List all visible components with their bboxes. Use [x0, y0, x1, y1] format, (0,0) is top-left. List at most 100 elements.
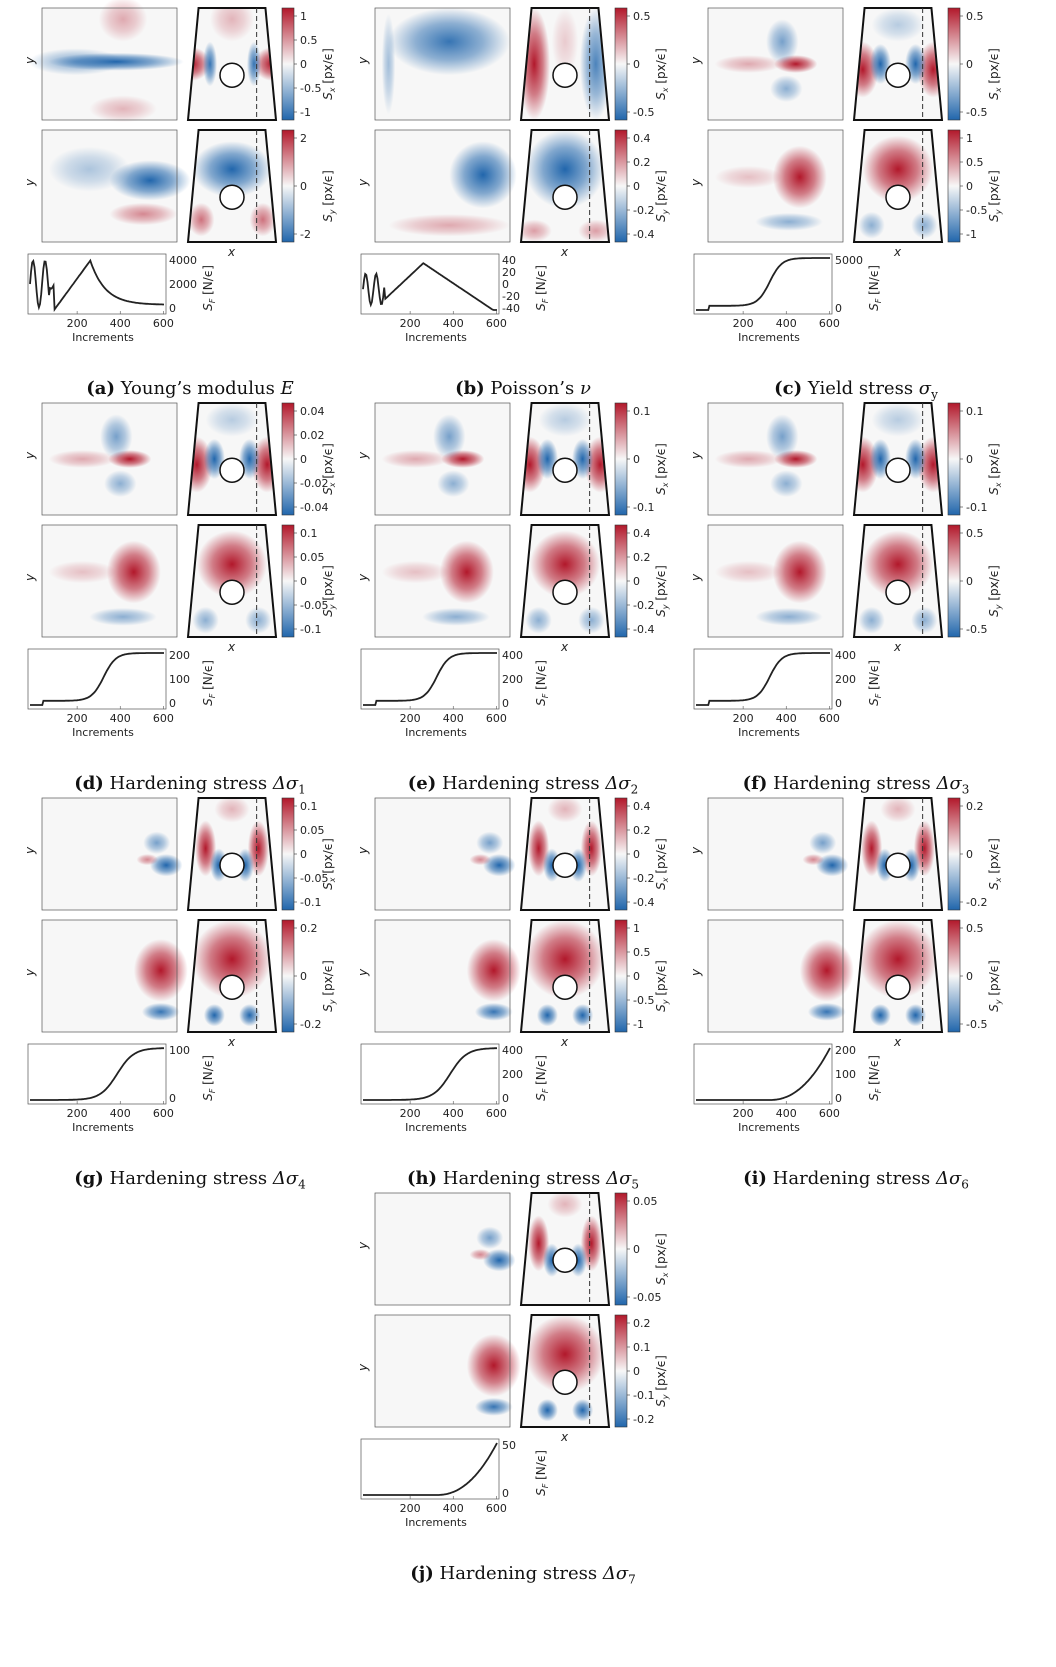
sy-specimen-hole	[219, 579, 245, 605]
panel-title: Poisson’s	[490, 378, 580, 399]
sx-colorbar	[281, 402, 295, 516]
sx-specimen-outline	[519, 402, 611, 516]
sx-colorbar-tick-label: -0.2	[633, 872, 654, 885]
sx-heatmap-field	[708, 798, 849, 910]
sy-heatmap-blob	[474, 1397, 513, 1416]
panel-label: (j)	[410, 1563, 434, 1584]
sx-colorbar	[614, 7, 628, 121]
sy-colorbar	[614, 129, 628, 243]
sy-colorbar-tick-label: 0	[633, 970, 640, 983]
sy-heatmap-frame	[707, 919, 844, 1033]
force-axis-label: SF [N/ϵ]	[201, 1055, 217, 1101]
increment-tick-label: 200	[400, 317, 421, 330]
sy-heatmap-blob	[381, 560, 450, 584]
sy-colorbar-label: Sy [px/ϵ]	[654, 1355, 670, 1407]
sx-heatmap-background	[708, 798, 843, 910]
sy-specimen-blob	[188, 202, 215, 237]
panel-label: (d)	[74, 773, 104, 794]
sy-specimen-field	[188, 525, 276, 637]
sy-heatmap-field	[708, 920, 854, 1032]
force-tick-label: 200	[502, 1068, 523, 1081]
sx-colorbar-label: Sx [px/ϵ]	[321, 443, 337, 495]
sx-colorbar	[947, 797, 961, 911]
sy-heatmap-blob	[772, 145, 827, 209]
increment-tick-label: 600	[486, 1107, 507, 1120]
sy-specimen-blob	[536, 1399, 558, 1422]
sx-specimen-hole	[219, 62, 245, 88]
sx-heatmap-blob	[476, 1226, 504, 1249]
increments-axis-label: Increments	[72, 726, 134, 739]
sy-specimen-outline	[519, 129, 611, 243]
x-axis-label: x	[560, 640, 569, 654]
sy-specimen-blob	[192, 606, 219, 634]
sx-colorbar-tick-label: 0	[966, 58, 973, 71]
sx-colorbar-tick-label: 0	[633, 58, 640, 71]
sx-specimen-field	[188, 8, 276, 120]
force-axis-label: SF [N/ϵ]	[534, 660, 550, 706]
sy-colorbar-tick-label: 0.5	[633, 946, 651, 959]
sy-colorbar-tick-label: -0.5	[966, 623, 987, 636]
panel-label: (f)	[742, 773, 768, 794]
sx-heatmap-field	[375, 8, 510, 120]
sy-heatmap-frame	[707, 524, 844, 638]
sx-specimen-blob	[880, 798, 916, 823]
increments-axis-label: Increments	[738, 726, 800, 739]
increment-tick-label: 400	[776, 712, 797, 725]
panel-title: Hardening stress	[773, 773, 937, 794]
sx-heatmap-frame	[374, 1192, 511, 1306]
sy-colorbar-tick-label: -1	[633, 1018, 644, 1031]
sy-specimen-blob	[911, 211, 938, 239]
sy-heatmap-blob	[755, 212, 823, 231]
sy-heatmap-frame	[41, 524, 178, 638]
panel-d: y 0.04 0.02 0 -0.02 -0.04 Sx [px/ϵ] y 0.1 0.05 0 -0…	[20, 395, 360, 805]
sy-specimen-blob	[869, 1004, 891, 1027]
sy-y-axis-label: y	[356, 573, 370, 582]
panel-i: y 0.2 0 -0.2 Sx [px/ϵ] y 0.5 0 -0.5 Sy [px/ϵ] x 200…	[686, 790, 1026, 1200]
panel-symbol-subscript: 2	[630, 782, 639, 797]
sy-specimen-outline	[186, 919, 278, 1033]
sy-specimen-blob	[572, 1399, 594, 1422]
increments-axis-label: Increments	[72, 331, 134, 344]
increment-tick-label: 600	[486, 712, 507, 725]
sx-colorbar-tick-label: 0.5	[300, 34, 318, 47]
force-tick-label: -40	[502, 302, 520, 315]
sx-heatmap-field	[708, 8, 843, 120]
sy-heatmap-blob	[48, 146, 130, 192]
sx-colorbar-tick-label: -0.5	[633, 106, 654, 119]
increment-tick-label: 400	[110, 317, 131, 330]
sy-colorbar-tick-label: 1	[966, 132, 973, 145]
sx-specimen-blob	[551, 8, 579, 76]
sy-colorbar-tick-label: 0.2	[633, 1317, 651, 1330]
sy-specimen-hole	[552, 974, 578, 1000]
sy-specimen-blob	[905, 1004, 927, 1027]
sx-colorbar-tick-label: 0.1	[633, 405, 651, 418]
sx-heatmap-blob	[483, 1249, 516, 1272]
panel-symbol: Δσ	[605, 773, 631, 794]
sy-colorbar-tick-label: -0.2	[633, 599, 654, 612]
panel-label: (h)	[406, 1168, 438, 1189]
sx-heatmap-frame	[374, 7, 511, 121]
increments-axis-label: Increments	[405, 1516, 467, 1529]
panel-caption: (f) Hardening stress Δσ3	[686, 773, 1026, 797]
force-sensitivity-frame	[693, 648, 833, 710]
sy-specimen-hole	[552, 579, 578, 605]
sy-heatmap-frame	[707, 129, 844, 243]
sy-heatmap-blob	[109, 160, 191, 201]
panel-symbol-subscript: 6	[961, 1177, 969, 1192]
sy-heatmap-blob	[714, 165, 783, 189]
sx-specimen-blob	[547, 798, 583, 823]
sy-heatmap-frame	[374, 524, 511, 638]
increment-tick-label: 400	[443, 317, 464, 330]
sy-specimen-outline	[519, 1314, 611, 1428]
force-tick-label: 50	[502, 1439, 516, 1452]
force-tick-label: 40	[502, 254, 516, 267]
sy-colorbar-tick-label: 0.1	[633, 1341, 651, 1354]
force-sensitivity-frame	[360, 253, 500, 315]
sx-colorbar-tick-label: 0.1	[966, 405, 984, 418]
sx-colorbar-tick-label: 0	[633, 848, 640, 861]
panel-symbol-subscript: 3	[961, 782, 970, 797]
sx-heatmap-blob	[714, 55, 783, 73]
sx-colorbar	[947, 402, 961, 516]
sx-specimen-hole	[552, 1247, 578, 1273]
force-tick-label: 200	[835, 673, 856, 686]
